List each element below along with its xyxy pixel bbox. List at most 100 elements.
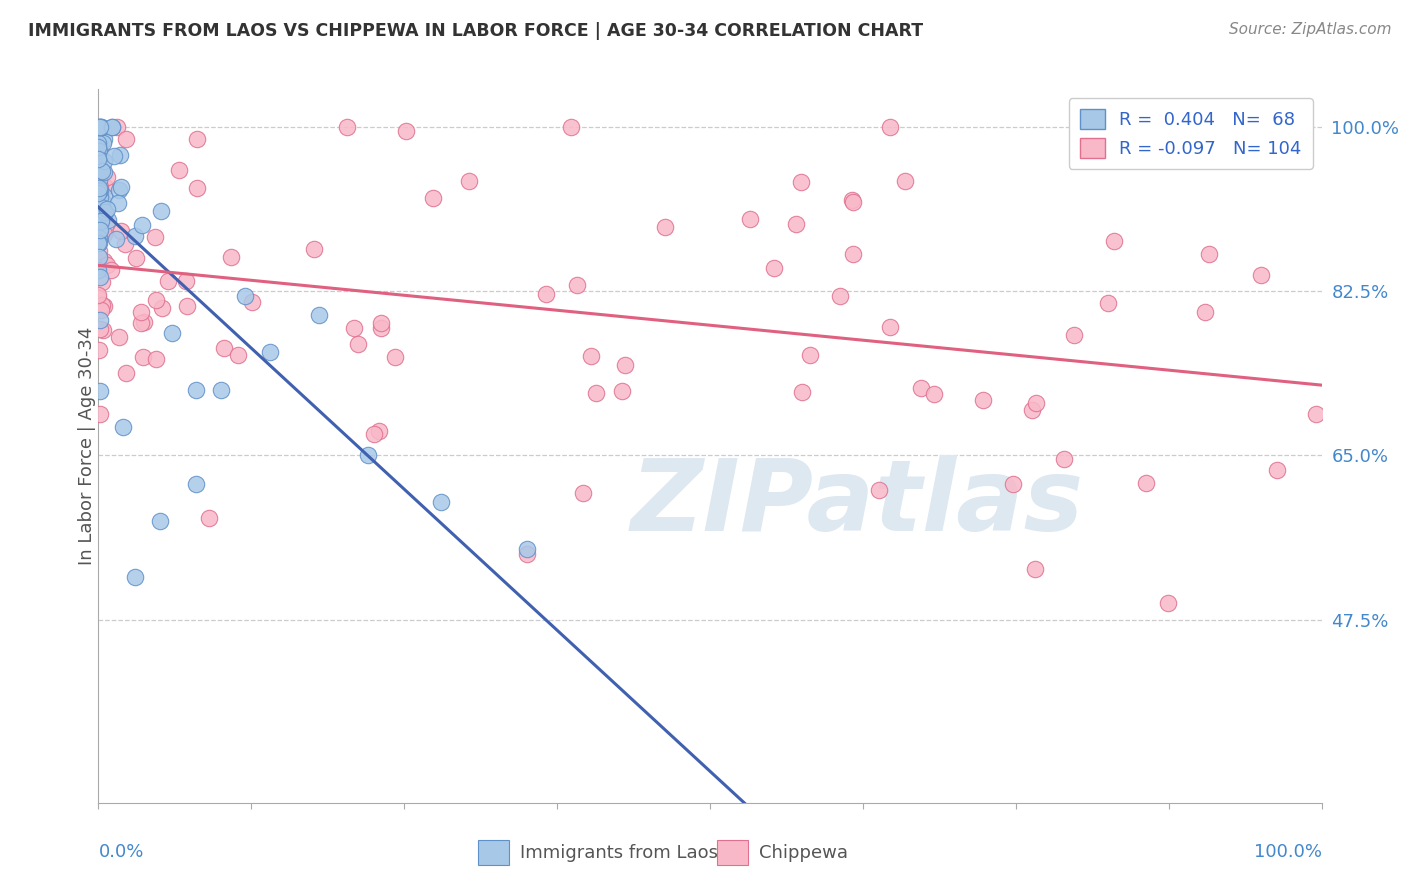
Point (1198, 247, 1220, 261)
Point (87, 120, 110, 134)
Point (1025, 396, 1047, 410)
Point (115, 366, 138, 380)
Point (100, 262, 122, 277)
Point (91, 136, 114, 150)
Point (167, 163, 190, 178)
Point (1097, 295, 1119, 310)
Point (87, 343, 110, 357)
Point (134, 315, 156, 329)
Point (110, 148, 132, 162)
Point (1021, 402, 1043, 417)
Point (90, 161, 112, 176)
Point (87, 287, 110, 301)
Text: 100.0%: 100.0% (1254, 843, 1322, 861)
Point (87, 152, 110, 166)
Point (579, 349, 602, 363)
Point (96, 217, 118, 231)
Point (87, 148, 110, 162)
Point (97, 213, 120, 227)
Point (1194, 305, 1216, 319)
Point (346, 336, 368, 351)
Point (87, 191, 110, 205)
Point (108, 330, 131, 344)
Point (614, 358, 637, 372)
Point (145, 293, 167, 307)
Point (308, 308, 330, 322)
Point (132, 350, 155, 364)
Point (131, 219, 153, 233)
Point (89, 384, 111, 399)
Point (763, 261, 786, 276)
Point (87, 180, 110, 194)
Point (89, 408, 111, 422)
Point (149, 514, 172, 528)
Point (89, 140, 111, 154)
Point (571, 486, 593, 500)
Text: 0.0%: 0.0% (98, 843, 143, 861)
Point (90, 120, 112, 134)
Point (785, 217, 807, 231)
Point (87, 236, 110, 251)
Point (96, 169, 118, 184)
Point (89, 144, 111, 158)
Point (131, 316, 153, 330)
Point (149, 203, 172, 218)
Point (894, 174, 917, 188)
Point (924, 386, 946, 401)
Point (129, 305, 152, 319)
Point (90, 214, 112, 228)
Point (240, 295, 263, 310)
Point (302, 242, 325, 256)
Point (370, 321, 392, 335)
Point (89, 322, 111, 336)
Point (111, 420, 134, 434)
Text: Immigrants from Laos: Immigrants from Laos (520, 844, 718, 862)
Point (363, 426, 385, 441)
Point (93, 165, 115, 179)
Legend: R =  0.404   N=  68, R = -0.097   N= 104: R = 0.404 N= 68, R = -0.097 N= 104 (1069, 98, 1313, 169)
Point (186, 476, 208, 491)
Point (1135, 476, 1157, 491)
Point (87, 231, 110, 245)
Point (89, 222, 111, 236)
Point (186, 181, 208, 195)
Point (87, 223, 110, 237)
Point (430, 495, 453, 509)
Point (534, 286, 557, 301)
Point (87, 181, 110, 195)
Point (143, 229, 166, 244)
Point (150, 301, 173, 316)
Point (91, 163, 114, 178)
Point (125, 251, 148, 265)
Point (114, 132, 136, 146)
Point (343, 320, 366, 334)
Point (94, 205, 117, 219)
Point (87, 140, 110, 154)
Point (87, 250, 110, 264)
Point (90, 275, 112, 289)
Point (90, 200, 112, 214)
Point (879, 120, 901, 134)
Point (585, 386, 607, 401)
Point (515, 542, 537, 557)
Point (103, 149, 125, 163)
Point (101, 120, 124, 134)
Point (1102, 234, 1125, 248)
Point (828, 289, 851, 303)
Point (93, 227, 115, 241)
Point (186, 383, 208, 397)
Point (356, 449, 378, 463)
Point (89, 313, 111, 327)
Point (1053, 452, 1076, 467)
Point (107, 196, 129, 211)
Point (790, 385, 813, 400)
Point (87, 186, 110, 201)
Point (1063, 327, 1085, 342)
Point (1250, 268, 1272, 282)
Point (422, 191, 444, 205)
Point (89, 150, 111, 164)
Point (384, 350, 406, 364)
Point (93, 154, 115, 169)
Point (93, 299, 115, 313)
Point (90, 303, 112, 318)
